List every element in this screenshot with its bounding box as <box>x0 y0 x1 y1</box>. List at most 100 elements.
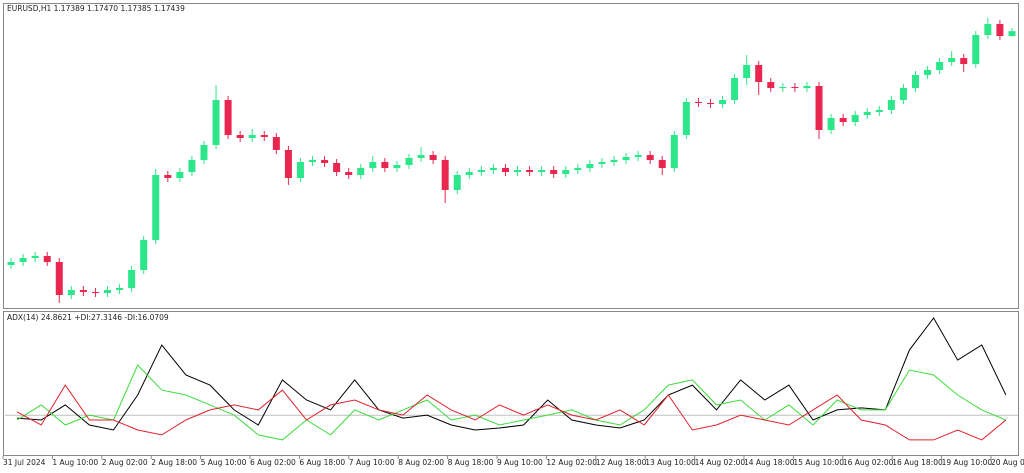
candle-body <box>393 165 401 168</box>
candle-body <box>815 86 823 130</box>
candle-body <box>43 256 51 262</box>
candle-body <box>682 102 690 135</box>
candle-body <box>586 164 594 168</box>
candle-body <box>224 100 232 135</box>
x-tick-label: 2 Aug 18:00 <box>151 458 197 467</box>
candle-body <box>140 240 148 270</box>
candle-body <box>1008 31 1016 37</box>
candle-body <box>104 290 112 293</box>
x-tick-label: 9 Aug 10:00 <box>497 458 543 467</box>
x-tick-label: 13 Aug 10:00 <box>645 458 696 467</box>
x-tick-label: 20 Aug 02:00 <box>991 458 1024 467</box>
candle-body <box>658 160 666 168</box>
x-tick-label: 8 Aug 18:00 <box>448 458 494 467</box>
candle-body <box>441 160 449 190</box>
candle-body <box>984 24 992 35</box>
candle-body <box>91 292 99 293</box>
candle-body <box>827 118 835 130</box>
x-tick-label: 1 Aug 10:00 <box>52 458 98 467</box>
candle-body <box>598 162 606 164</box>
candle-body <box>851 115 859 122</box>
price-panel <box>3 3 1019 309</box>
candle-body <box>296 162 304 178</box>
candle-body <box>803 86 811 88</box>
candle-body <box>911 75 919 88</box>
x-tick-label: 7 Aug 10:00 <box>349 458 395 467</box>
candle-body <box>972 35 980 64</box>
candle-body <box>887 100 895 110</box>
candle-body <box>755 65 763 82</box>
candle-body <box>429 155 437 160</box>
candle-body <box>948 58 956 62</box>
candle-body <box>405 158 413 165</box>
indicator-line <box>16 384 1007 441</box>
x-tick-label: 16 Aug 02:00 <box>843 458 894 467</box>
candle-body <box>67 290 75 295</box>
x-tick-label: 6 Aug 18:00 <box>299 458 345 467</box>
candle-body <box>550 170 558 174</box>
x-tick-label: 5 Aug 10:00 <box>201 458 247 467</box>
candle-body <box>694 102 702 103</box>
indicator-panel <box>3 311 1019 456</box>
candle-body <box>875 110 883 112</box>
candle-body <box>477 170 485 172</box>
candle-body <box>562 170 570 174</box>
x-tick-label: 14 Aug 18:00 <box>744 458 795 467</box>
candle-body <box>152 175 160 240</box>
x-tick-label: 2 Aug 02:00 <box>102 458 148 467</box>
x-tick-label: 12 Aug 18:00 <box>596 458 647 467</box>
candle-body <box>417 155 425 158</box>
candle-body <box>731 78 739 100</box>
candle-body <box>176 172 184 178</box>
candle-body <box>188 160 196 172</box>
candle-body <box>248 135 256 138</box>
x-tick-label: 8 Aug 02:00 <box>398 458 444 467</box>
candle-body <box>839 118 847 122</box>
candle-body <box>514 170 522 172</box>
indicator-line <box>17 317 1007 431</box>
candle-body <box>284 150 292 178</box>
candle-body <box>236 135 244 138</box>
candle-body <box>128 270 136 288</box>
x-tick-label: 12 Aug 02:00 <box>546 458 597 467</box>
candle-body <box>260 135 268 137</box>
candle-body <box>79 290 87 292</box>
candle-body <box>333 163 341 172</box>
candle-body <box>719 100 727 104</box>
candle-body <box>309 160 317 162</box>
candle-body <box>634 155 642 157</box>
candle-body <box>55 262 63 295</box>
candle-body <box>164 175 172 178</box>
candle-body <box>538 170 546 172</box>
candle-body <box>610 160 618 162</box>
candle-body <box>200 145 208 160</box>
candle-body <box>779 87 787 88</box>
candle-body <box>465 172 473 175</box>
candle-body <box>574 168 582 170</box>
candle-body <box>381 162 389 168</box>
candle-body <box>767 82 775 88</box>
candle-body <box>960 58 968 64</box>
x-tick-label: 16 Aug 18:00 <box>892 458 943 467</box>
candle-body <box>743 65 751 78</box>
candle-body <box>899 88 907 100</box>
candle-body <box>116 288 124 290</box>
indicator-line <box>16 364 1007 441</box>
x-tick-label: 19 Aug 10:00 <box>942 458 993 467</box>
x-tick-label: 6 Aug 02:00 <box>250 458 296 467</box>
candle-body <box>670 135 678 168</box>
candle-body <box>31 256 39 258</box>
candle-body <box>936 62 944 70</box>
candle-body <box>924 70 932 75</box>
candle-body <box>272 137 280 150</box>
candle-body <box>453 175 461 190</box>
x-tick-label: 15 Aug 10:00 <box>793 458 844 467</box>
candle-body <box>489 168 497 170</box>
candle-body <box>996 24 1004 36</box>
candle-body <box>863 112 871 115</box>
candle-body <box>706 103 714 104</box>
candle-body <box>526 170 534 172</box>
candle-body <box>357 168 365 175</box>
candle-body <box>7 262 15 265</box>
